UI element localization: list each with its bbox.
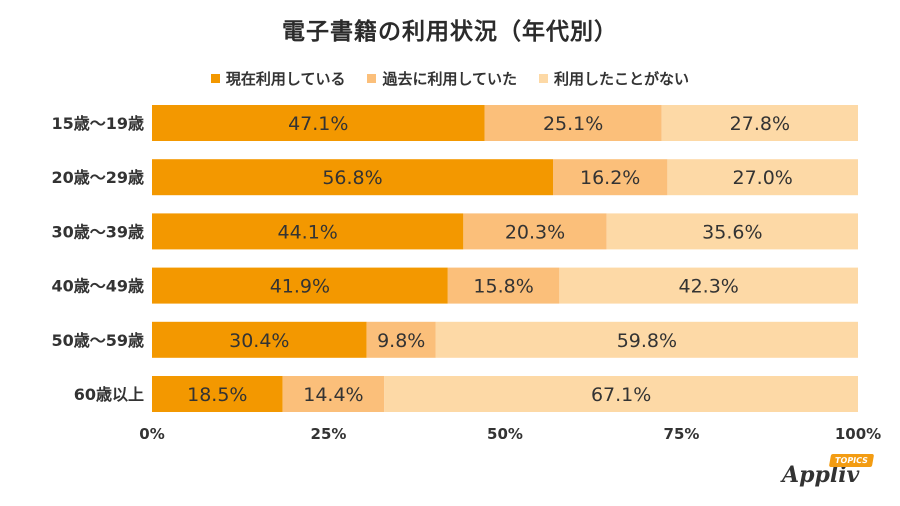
bar-segment — [667, 159, 858, 196]
bar-segment — [606, 213, 858, 250]
legend-swatch-never — [539, 74, 549, 83]
bar-segment — [463, 213, 607, 250]
legend-swatch-current — [210, 74, 220, 83]
data-label: 67.1% — [591, 384, 651, 406]
bar-segment — [661, 105, 858, 141]
x-tick-label: 0% — [139, 425, 164, 443]
data-label: 9.8% — [377, 330, 425, 352]
data-label: 42.3% — [679, 276, 739, 298]
data-label: 14.4% — [303, 384, 363, 406]
legend-label-never: 利用したことがない — [554, 70, 690, 88]
bar-segment — [553, 159, 668, 196]
bar-segment — [152, 321, 367, 358]
bar-segment — [447, 267, 560, 304]
data-label: 20.3% — [505, 221, 565, 243]
data-label: 18.5% — [187, 384, 247, 406]
legend: 現在利用している 過去に利用していた 利用したことがない — [0, 68, 900, 89]
category-label: 30歳〜39歳 — [51, 222, 144, 241]
data-label: 59.8% — [617, 330, 677, 352]
bar-segment — [152, 213, 464, 250]
data-label: 35.6% — [702, 221, 762, 243]
legend-item-current: 現在利用している — [210, 68, 346, 89]
x-tick-label: 25% — [311, 425, 347, 443]
data-label: 25.1% — [543, 113, 603, 135]
bar-segment — [152, 376, 283, 412]
bar-segment — [152, 267, 448, 304]
data-label: 27.8% — [730, 113, 790, 135]
x-tick-label: 100% — [835, 425, 881, 443]
logo-tag: TOPICS — [828, 454, 875, 467]
bar-segment — [152, 105, 485, 141]
bar-segment — [559, 267, 858, 304]
x-tick-label: 50% — [487, 425, 523, 443]
category-label: 15歳〜19歳 — [51, 114, 144, 133]
category-label: 50歳〜59歳 — [51, 331, 144, 350]
x-tick-label: 75% — [664, 425, 700, 443]
bar-segment — [152, 159, 554, 196]
data-label: 27.0% — [733, 167, 793, 189]
data-label: 16.2% — [580, 167, 640, 189]
bar-segment — [282, 376, 385, 412]
bar-segment — [435, 321, 858, 358]
bar-segment — [384, 376, 858, 412]
legend-swatch-past — [367, 74, 377, 83]
legend-item-never: 利用したことがない — [539, 68, 689, 89]
legend-label-past: 過去に利用していた — [382, 70, 518, 88]
data-label: 15.8% — [473, 276, 533, 298]
bar-segment — [366, 321, 436, 358]
category-label: 60歳以上 — [74, 385, 144, 404]
legend-item-past: 過去に利用していた — [367, 68, 517, 89]
category-label: 20歳〜29歳 — [51, 168, 144, 187]
data-label: 30.4% — [229, 330, 289, 352]
bar-segment — [484, 105, 662, 141]
category-label: 40歳〜49歳 — [51, 277, 144, 296]
data-label: 41.9% — [270, 276, 330, 298]
data-label: 44.1% — [277, 221, 337, 243]
legend-label-current: 現在利用している — [225, 70, 346, 88]
data-label: 47.1% — [288, 113, 348, 135]
data-label: 56.8% — [322, 167, 382, 189]
chart-title: 電子書籍の利用状況（年代別） — [282, 19, 618, 45]
appliv-logo: Appliv TOPICS — [772, 454, 882, 494]
